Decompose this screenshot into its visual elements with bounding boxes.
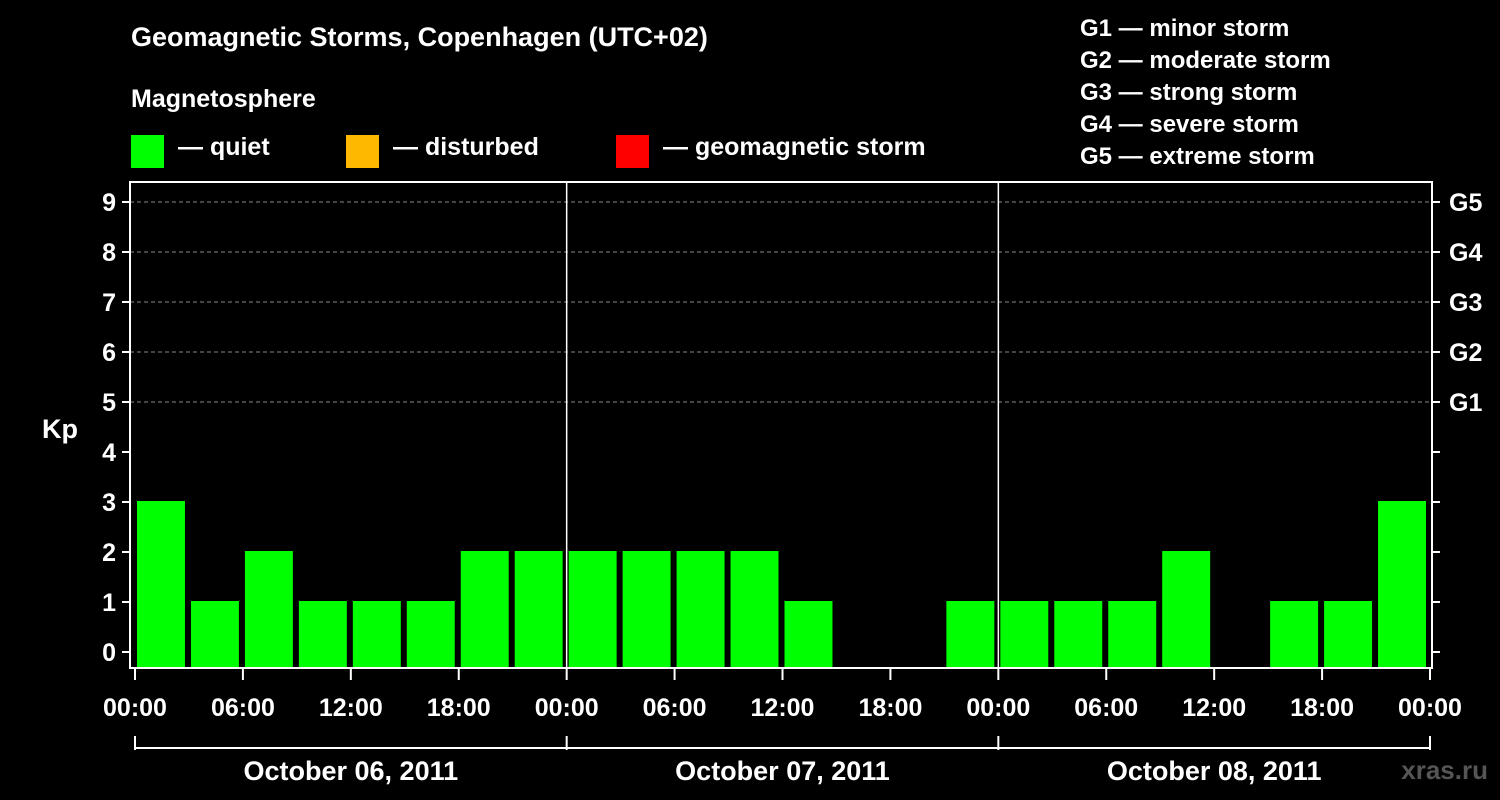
kp-bar <box>1054 601 1103 667</box>
storm-level-label: G3 <box>1449 289 1482 317</box>
storm-level-label: G2 <box>1449 339 1482 367</box>
x-tick-label: 12:00 <box>751 694 815 722</box>
storm-scale-g1: G1 — minor storm <box>1080 15 1290 42</box>
date-label: October 07, 2011 <box>675 756 890 786</box>
x-tick-label: 06:00 <box>643 694 707 722</box>
x-tick-label: 06:00 <box>1074 694 1138 722</box>
chart-title: Geomagnetic Storms, Copenhagen (UTC+02) <box>131 22 708 52</box>
x-tick-label: 00:00 <box>103 694 167 722</box>
kp-bar <box>568 551 617 667</box>
storm-level-label: G4 <box>1449 239 1482 267</box>
y-tick-label: 1 <box>102 589 116 617</box>
x-tick-label: 00:00 <box>535 694 599 722</box>
storm-scale-g5: G5 — extreme storm <box>1080 143 1315 170</box>
watermark: xras.ru <box>1401 755 1488 785</box>
kp-bar <box>514 551 563 667</box>
kp-bar <box>1162 551 1211 667</box>
storm-scale-g2: G2 — moderate storm <box>1080 47 1331 74</box>
storm-scale-g4: G4 — severe storm <box>1080 111 1299 138</box>
y-tick-label: 3 <box>102 489 116 517</box>
kp-bar <box>622 551 671 667</box>
legend-label-storm: — geomagnetic storm <box>663 133 926 161</box>
plot-frame <box>129 181 1433 669</box>
y-axis-label: Kp <box>42 414 78 444</box>
y-tick-label: 9 <box>102 189 116 217</box>
x-tick-label: 12:00 <box>1182 694 1246 722</box>
kp-bar <box>298 601 347 667</box>
kp-bar <box>1270 601 1319 667</box>
x-tick-label: 00:00 <box>1398 694 1462 722</box>
y-tick-label: 7 <box>102 289 116 317</box>
kp-bar <box>730 551 779 667</box>
kp-bar <box>1000 601 1049 667</box>
legend-label-quiet: — quiet <box>178 133 270 161</box>
legend-swatch-storm <box>616 135 649 168</box>
kp-bar <box>460 551 509 667</box>
x-tick-label: 06:00 <box>211 694 275 722</box>
storm-level-label: G1 <box>1449 389 1482 417</box>
date-label: October 06, 2011 <box>244 756 459 786</box>
storm-scale-g3: G3 — strong storm <box>1080 79 1298 106</box>
kp-bar <box>676 551 725 667</box>
y-tick-label: 4 <box>102 439 116 467</box>
x-tick-label: 12:00 <box>319 694 383 722</box>
y-tick-label: 0 <box>102 639 116 667</box>
legend-label-disturbed: — disturbed <box>393 133 539 161</box>
kp-bar <box>1324 601 1373 667</box>
kp-bar <box>1108 601 1157 667</box>
y-tick-label: 8 <box>102 239 116 267</box>
x-tick-label: 18:00 <box>858 694 922 722</box>
legend-swatch-quiet <box>131 135 164 168</box>
kp-bar <box>1378 501 1426 667</box>
legend-swatch-disturbed <box>346 135 379 168</box>
kp-bar <box>190 601 239 667</box>
legend-heading: Magnetosphere <box>131 85 316 113</box>
x-tick-label: 00:00 <box>966 694 1030 722</box>
kp-bar <box>352 601 401 667</box>
date-label: October 08, 2011 <box>1107 756 1322 786</box>
x-tick-label: 18:00 <box>1290 694 1354 722</box>
storm-level-label: G5 <box>1449 189 1482 217</box>
kp-bar <box>784 601 833 667</box>
y-tick-label: 2 <box>102 539 116 567</box>
y-tick-label: 6 <box>102 339 116 367</box>
kp-bar <box>244 551 293 667</box>
y-tick-label: 5 <box>102 389 116 417</box>
kp-bar <box>946 601 995 667</box>
kp-bar <box>137 501 185 667</box>
x-tick-label: 18:00 <box>427 694 491 722</box>
kp-bar <box>406 601 455 667</box>
